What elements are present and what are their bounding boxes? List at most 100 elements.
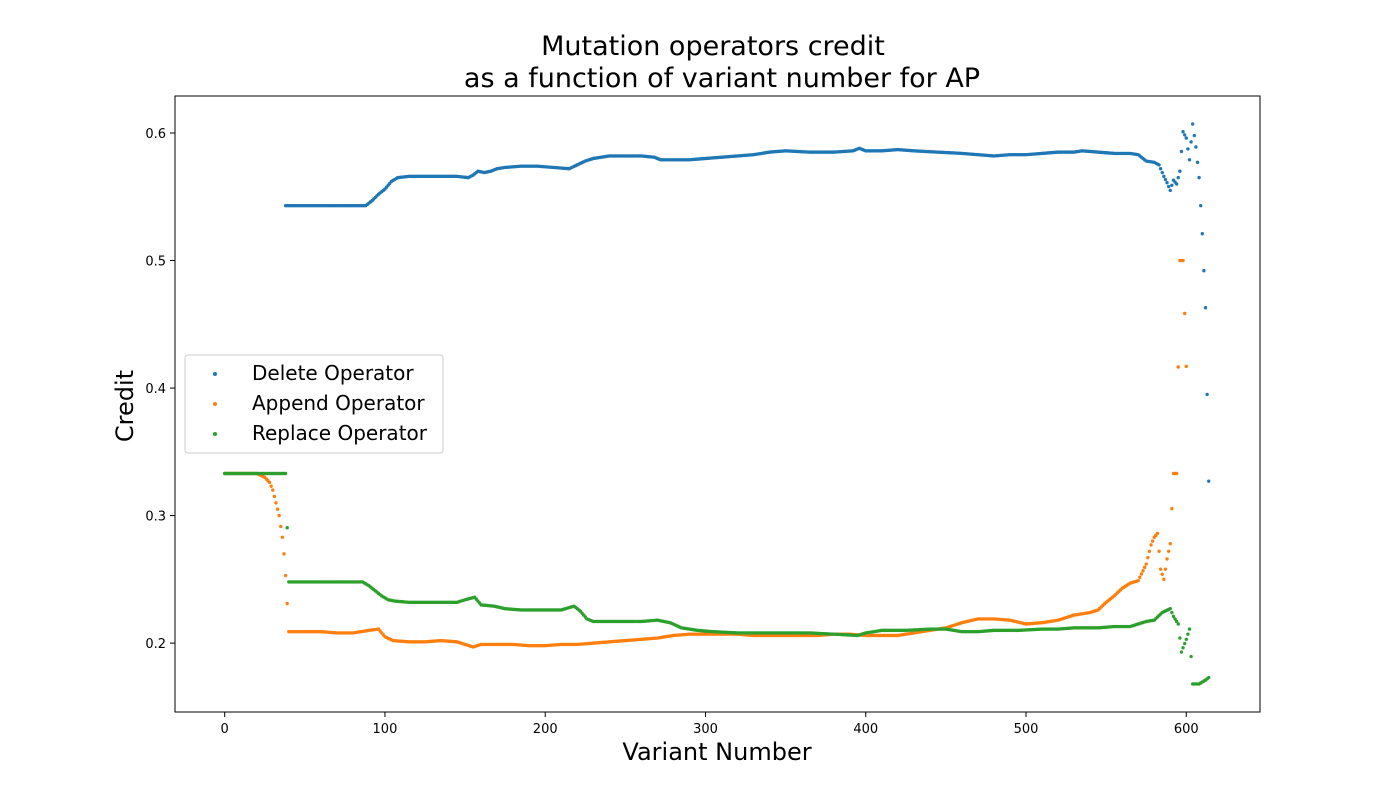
data-point bbox=[1181, 130, 1185, 134]
data-point bbox=[1202, 269, 1206, 273]
data-point bbox=[1157, 163, 1161, 167]
data-point bbox=[1181, 646, 1185, 650]
data-point bbox=[1158, 167, 1163, 171]
data-points bbox=[222, 122, 1211, 686]
data-point bbox=[1200, 232, 1205, 236]
data-point bbox=[1136, 578, 1140, 583]
data-point bbox=[1168, 541, 1172, 546]
y-tick-label: 0.5 bbox=[145, 255, 166, 270]
data-point bbox=[1170, 183, 1174, 187]
data-point bbox=[1182, 133, 1187, 137]
x-tick-label: 100 bbox=[373, 722, 398, 737]
chart-title-line-1: Mutation operators credit bbox=[541, 31, 885, 62]
data-point bbox=[274, 501, 278, 505]
data-point bbox=[1178, 636, 1182, 640]
data-point bbox=[1184, 364, 1188, 369]
data-point bbox=[269, 484, 273, 488]
legend-box bbox=[184, 354, 444, 454]
data-point bbox=[1146, 555, 1150, 560]
data-point bbox=[1176, 175, 1180, 180]
data-point bbox=[1174, 182, 1179, 186]
data-point bbox=[277, 513, 281, 518]
data-point bbox=[275, 507, 280, 511]
data-point bbox=[1178, 169, 1182, 173]
data-point bbox=[1199, 203, 1203, 208]
data-point bbox=[1163, 177, 1168, 182]
data-point bbox=[1163, 567, 1168, 571]
data-point bbox=[1170, 506, 1174, 511]
legend-label-replace: Replace Operator bbox=[252, 421, 428, 445]
data-point bbox=[1194, 145, 1198, 149]
data-point bbox=[283, 471, 288, 476]
legend-label-delete: Delete Operator bbox=[252, 361, 414, 385]
legend-marker-delete bbox=[213, 372, 217, 376]
data-point bbox=[1171, 614, 1176, 619]
data-point bbox=[1189, 140, 1193, 144]
data-point bbox=[1205, 392, 1209, 397]
data-point bbox=[285, 601, 289, 606]
x-tick-label: 400 bbox=[853, 722, 878, 737]
data-point bbox=[1186, 147, 1190, 151]
data-point bbox=[285, 526, 289, 530]
data-point bbox=[1165, 181, 1169, 185]
data-point bbox=[1190, 122, 1195, 126]
data-point bbox=[267, 480, 272, 485]
x-tick-label: 300 bbox=[693, 722, 718, 737]
data-point bbox=[1157, 549, 1161, 553]
data-point bbox=[283, 573, 288, 578]
y-tick-label: 0.6 bbox=[145, 127, 166, 142]
data-point bbox=[271, 488, 275, 492]
x-axis-ticks: 0 100 200 300 400 500 600 bbox=[221, 712, 1199, 737]
data-point bbox=[1179, 149, 1184, 154]
data-point bbox=[1187, 627, 1192, 631]
data-point bbox=[1141, 568, 1145, 573]
plot-area bbox=[174, 95, 1261, 713]
data-point bbox=[1182, 311, 1187, 316]
data-point bbox=[1197, 175, 1201, 180]
data-point bbox=[1173, 617, 1177, 621]
y-axis-ticks: 0.2 0.3 0.4 0.5 0.6 bbox=[145, 127, 175, 652]
data-point bbox=[1168, 188, 1172, 193]
x-axis-label: Variant Number bbox=[622, 738, 811, 766]
data-point bbox=[1184, 136, 1188, 140]
data-point bbox=[1162, 577, 1166, 582]
x-tick-label: 600 bbox=[1174, 722, 1199, 737]
y-tick-label: 0.4 bbox=[145, 382, 166, 397]
data-point bbox=[1150, 539, 1155, 543]
data-point bbox=[1166, 549, 1171, 553]
data-point bbox=[1139, 572, 1144, 576]
legend-marker-append bbox=[213, 402, 217, 406]
y-tick-label: 0.2 bbox=[145, 637, 166, 652]
y-axis-label: Credit bbox=[111, 370, 139, 442]
x-tick-label: 0 bbox=[221, 722, 229, 737]
data-point bbox=[1195, 160, 1200, 165]
data-point bbox=[1181, 258, 1185, 263]
data-point bbox=[1203, 306, 1208, 310]
data-point bbox=[1189, 654, 1193, 659]
data-point bbox=[280, 535, 285, 539]
data-point bbox=[1187, 158, 1192, 162]
data-point bbox=[1182, 641, 1187, 646]
data-point bbox=[1207, 479, 1211, 483]
data-point bbox=[1165, 557, 1169, 561]
data-point bbox=[1179, 650, 1184, 654]
data-point bbox=[1166, 184, 1171, 189]
data-point bbox=[1176, 622, 1180, 626]
data-point bbox=[1160, 170, 1164, 175]
data-point bbox=[1138, 575, 1142, 580]
data-point bbox=[1207, 675, 1211, 680]
data-point bbox=[1162, 174, 1166, 179]
data-point bbox=[1186, 632, 1190, 636]
data-point bbox=[279, 524, 283, 529]
chart-title-line-2: as a function of variant number for AP bbox=[464, 63, 980, 94]
data-point bbox=[1184, 637, 1188, 641]
data-point bbox=[1142, 565, 1147, 570]
data-point bbox=[1160, 572, 1164, 576]
x-tick-label: 500 bbox=[1014, 722, 1039, 737]
data-point bbox=[1174, 471, 1179, 476]
x-tick-label: 200 bbox=[533, 722, 558, 737]
legend-label-append: Append Operator bbox=[252, 391, 425, 415]
data-point bbox=[1144, 562, 1148, 566]
data-point bbox=[282, 552, 286, 556]
